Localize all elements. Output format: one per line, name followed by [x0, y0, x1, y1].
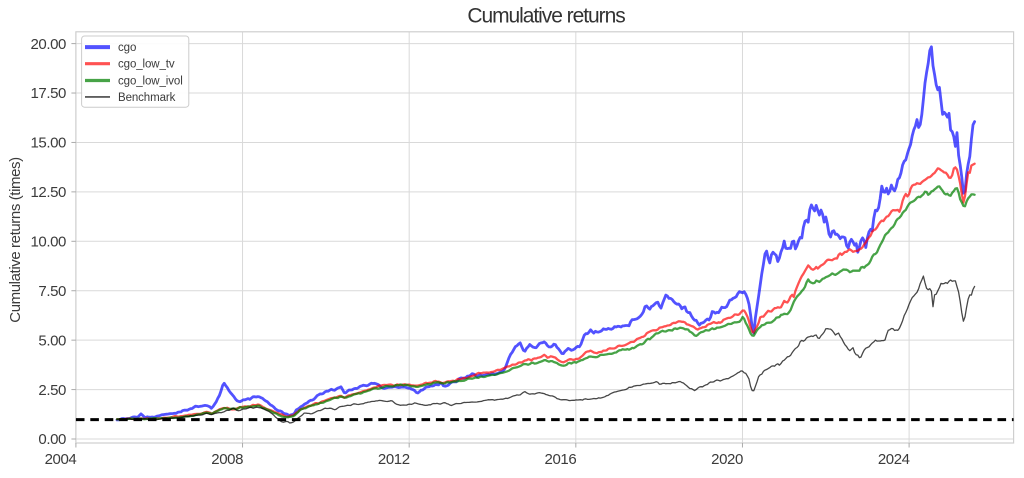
svg-text:7.50: 7.50 — [38, 283, 66, 300]
svg-text:17.50: 17.50 — [30, 85, 66, 102]
svg-text:10.00: 10.00 — [30, 234, 66, 251]
svg-text:Cumulative returns: Cumulative returns — [467, 5, 625, 28]
svg-text:Cumulative returns (times): Cumulative returns (times) — [7, 157, 24, 323]
svg-text:5.00: 5.00 — [38, 332, 66, 349]
svg-text:cgo: cgo — [118, 42, 136, 54]
svg-text:0.00: 0.00 — [38, 431, 66, 448]
svg-text:cgo_low_tv: cgo_low_tv — [118, 59, 175, 71]
svg-text:2020: 2020 — [711, 451, 743, 468]
svg-text:2004: 2004 — [45, 451, 77, 468]
svg-text:20.00: 20.00 — [30, 36, 66, 53]
svg-text:2008: 2008 — [211, 451, 243, 468]
svg-text:15.00: 15.00 — [30, 135, 66, 152]
svg-text:Benchmark: Benchmark — [118, 92, 176, 104]
svg-text:2012: 2012 — [378, 451, 410, 468]
svg-text:2016: 2016 — [545, 451, 577, 468]
svg-text:2.50: 2.50 — [38, 382, 66, 399]
svg-text:2024: 2024 — [878, 451, 910, 468]
svg-text:12.50: 12.50 — [30, 184, 66, 201]
svg-text:cgo_low_ivol: cgo_low_ivol — [118, 76, 183, 88]
